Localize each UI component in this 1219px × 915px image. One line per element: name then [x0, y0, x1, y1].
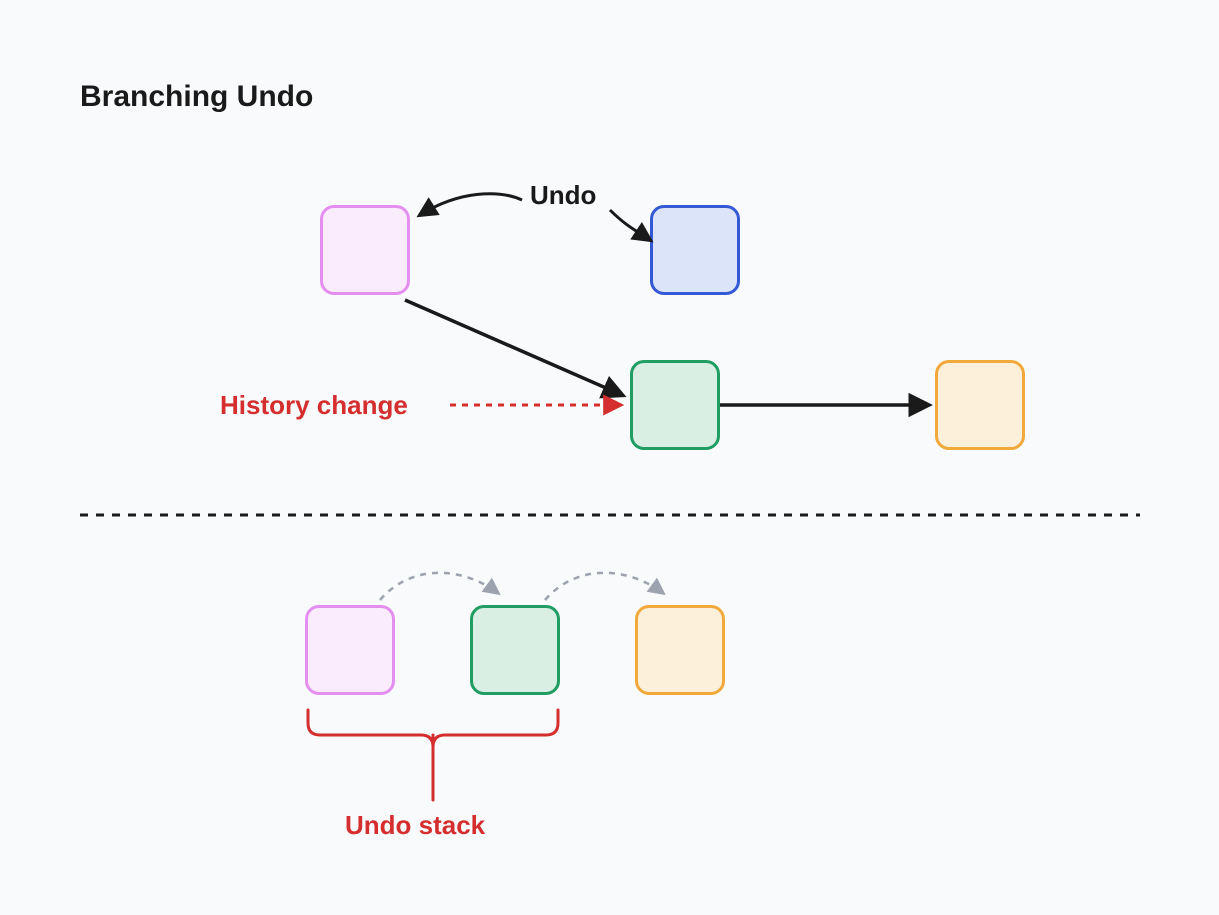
connector-layer: [0, 0, 1219, 915]
node-pink-bottom: [305, 605, 395, 695]
history-change-label: History change: [220, 390, 408, 421]
arrow-undo-to-pink: [420, 194, 522, 215]
diagram-title: Branching Undo: [80, 80, 313, 114]
diagram-canvas: { "diagram": { "type": "flowchart", "bac…: [0, 0, 1219, 915]
arrow-undo-to-blue: [610, 210, 650, 240]
node-orange-mid: [935, 360, 1025, 450]
node-blue-top: [650, 205, 740, 295]
node-pink-top: [320, 205, 410, 295]
node-green-bottom: [470, 605, 560, 695]
undo-stack-label: Undo stack: [345, 810, 485, 841]
arrow-stack-pink-to-green: [380, 573, 498, 600]
arrow-pink-to-green: [405, 300, 622, 395]
node-green-mid: [630, 360, 720, 450]
arrow-stack-green-to-orange: [545, 573, 663, 600]
undo-label: Undo: [530, 180, 596, 211]
undo-stack-bracket: [308, 710, 558, 747]
node-orange-bottom: [635, 605, 725, 695]
